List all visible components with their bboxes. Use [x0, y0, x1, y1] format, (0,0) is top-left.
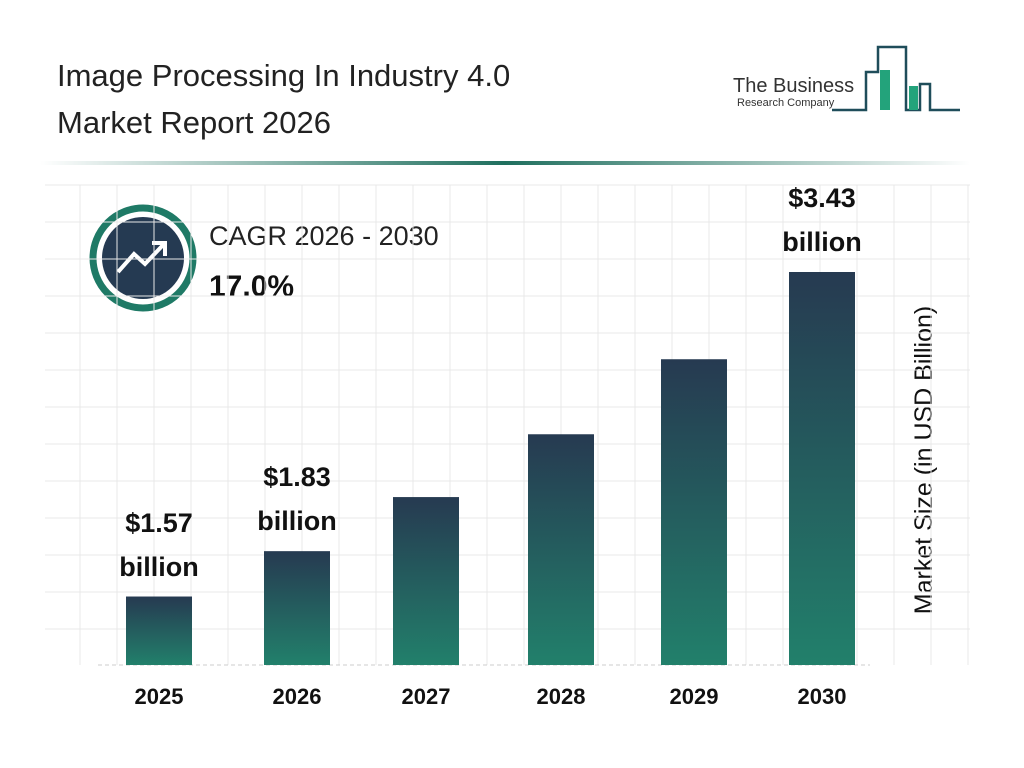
x-tick-label: 2027 [401, 684, 451, 709]
x-tick-label: 2028 [536, 684, 586, 709]
logo-text: The Business [733, 75, 854, 97]
divider [40, 161, 970, 165]
cagr-icon [102, 217, 184, 299]
bar [528, 434, 594, 665]
x-tick-label: 2025 [134, 684, 184, 709]
x-tick-label: 2029 [669, 684, 719, 709]
y-axis-label: Market Size (in USD Billion) [910, 306, 938, 614]
bar [126, 596, 192, 665]
cagr-label: CAGR 2026 - 2030 [209, 221, 439, 251]
title-line: Market Report 2026 [57, 105, 331, 140]
bar [264, 551, 330, 665]
bar [789, 272, 855, 665]
value-label: $1.57 billion [119, 507, 199, 582]
bar [661, 359, 727, 665]
value-label: $3.43 billion [782, 183, 862, 257]
x-tick-label: 2030 [797, 684, 847, 709]
cagr-value: 17.0% [209, 270, 294, 303]
value-label: $1.83 billion [257, 462, 337, 537]
title-line: Image Processing In Industry 4.0 [57, 58, 511, 93]
bar [393, 497, 459, 665]
title: Image Processing In Industry 4.0 Market … [57, 52, 510, 146]
cagr-arrow [152, 241, 167, 256]
logo [832, 45, 960, 112]
logo-text: Research Company [737, 97, 835, 109]
x-tick-label: 2026 [272, 684, 322, 709]
